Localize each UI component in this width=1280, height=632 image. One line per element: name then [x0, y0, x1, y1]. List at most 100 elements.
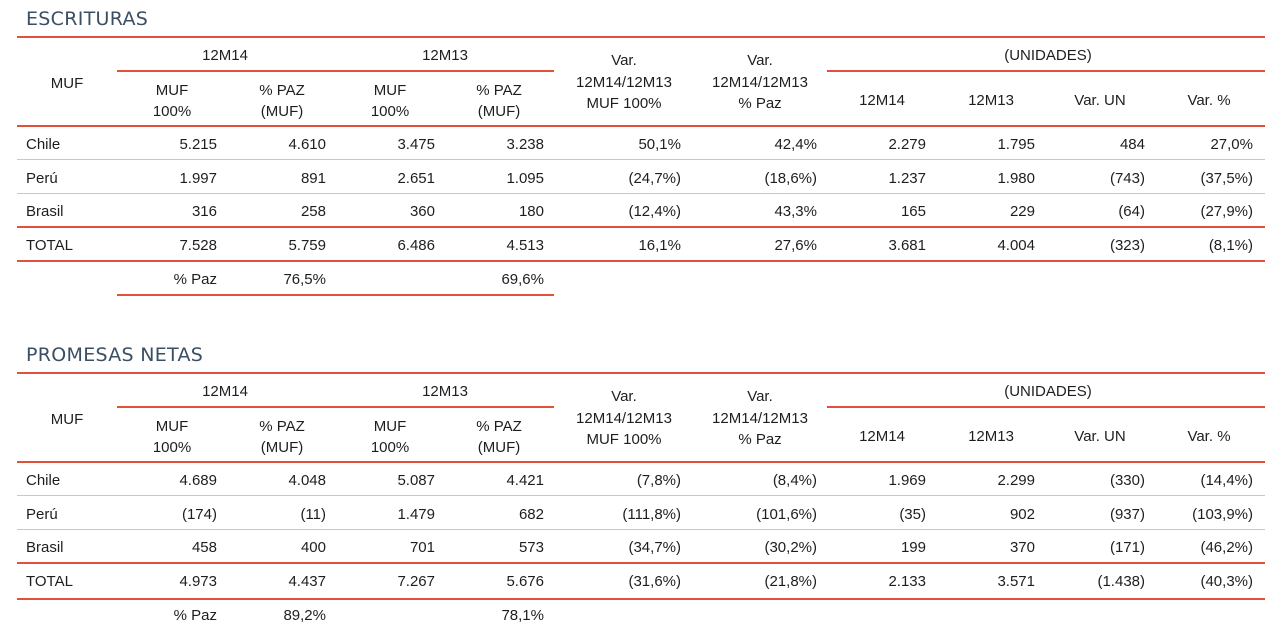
subheader-varun: Var. UN	[1074, 92, 1126, 109]
cell: 5.215	[179, 136, 217, 153]
cell: 6.486	[397, 237, 435, 254]
row-label: Brasil	[26, 203, 64, 220]
section-title: ESCRITURAS	[26, 8, 149, 30]
header-var-paz-l1: Var.	[747, 52, 773, 69]
cell: (21,8%)	[764, 573, 817, 590]
paz-12m14: 89,2%	[283, 607, 326, 624]
header-12m14: 12M14	[202, 383, 248, 400]
header-var-muf-l3: MUF 100%	[586, 431, 662, 448]
cell: (1.438)	[1097, 573, 1145, 590]
header-var-paz-l2: 12M14/12M13	[712, 410, 808, 427]
header-12m13: 12M13	[422, 47, 468, 64]
subheader-varpct: Var. %	[1187, 428, 1231, 445]
subheader-muf100b-l1: MUF	[373, 418, 407, 435]
header-var-paz-l3: % Paz	[738, 431, 782, 448]
cell: 42,4%	[774, 136, 817, 153]
row-divider	[17, 495, 1265, 496]
header-var-muf-l1: Var.	[611, 388, 637, 405]
group-rule-unidades	[827, 406, 1265, 408]
header-var-muf-l2: 12M14/12M13	[576, 74, 672, 91]
cell: (8,4%)	[772, 472, 817, 489]
cell: 3.475	[397, 136, 435, 153]
cell: (34,7%)	[628, 539, 681, 556]
cell: (31,6%)	[628, 573, 681, 590]
subheader-u12m13: 12M13	[968, 92, 1014, 109]
cell: 1.997	[179, 170, 217, 187]
cell: (14,4%)	[1200, 472, 1253, 489]
subheader-varpct: Var. %	[1187, 92, 1231, 109]
cell: 2.279	[888, 136, 926, 153]
total-label: TOTAL	[26, 237, 73, 254]
header-muf: MUF	[50, 411, 84, 428]
cell: (171)	[1109, 539, 1145, 556]
total-bottom-rule	[17, 598, 1265, 600]
subheader-muf100b-l2: 100%	[370, 103, 410, 120]
cell: 573	[518, 539, 544, 556]
cell: (64)	[1118, 203, 1145, 220]
cell: 4.004	[997, 237, 1035, 254]
cell: (330)	[1109, 472, 1145, 489]
cell: (18,6%)	[764, 170, 817, 187]
cell: 5.087	[397, 472, 435, 489]
cell: 2.133	[888, 573, 926, 590]
subheader-pazmuf-l2: (MUF)	[260, 103, 304, 120]
cell: 27,6%	[774, 237, 817, 254]
header-muf: MUF	[50, 75, 84, 92]
row-divider	[17, 529, 1265, 530]
cell: (101,6%)	[756, 506, 817, 523]
cell: 258	[300, 203, 326, 220]
subheader-pazmufb-l2: (MUF)	[477, 103, 521, 120]
header-12m14: 12M14	[202, 47, 248, 64]
subheader-pazmuf-l2: (MUF)	[260, 439, 304, 456]
subheader-u12m14: 12M14	[859, 428, 905, 445]
header-var-muf-l3: MUF 100%	[586, 95, 662, 112]
cell: 370	[1009, 539, 1035, 556]
row-label: Chile	[26, 472, 61, 489]
total-top-rule	[17, 226, 1265, 228]
group-rule-unidades	[827, 70, 1265, 72]
subheader-pazmuf-l1: % PAZ	[259, 82, 305, 99]
cell: 229	[1009, 203, 1035, 220]
cell: (24,7%)	[628, 170, 681, 187]
cell: (12,4%)	[628, 203, 681, 220]
cell: 4.513	[506, 237, 544, 254]
cell: 5.759	[288, 237, 326, 254]
header-var-paz-l3: % Paz	[738, 95, 782, 112]
subheader-muf100b-l1: MUF	[373, 82, 407, 99]
cell: 1.980	[997, 170, 1035, 187]
total-label: TOTAL	[26, 573, 73, 590]
cell: (103,9%)	[1192, 506, 1253, 523]
cell: 4.048	[288, 472, 326, 489]
subheader-pazmufb-l1: % PAZ	[476, 418, 522, 435]
cell: 902	[1009, 506, 1035, 523]
cell: 2.299	[997, 472, 1035, 489]
paz-12m13: 78,1%	[501, 607, 544, 624]
cell: 701	[409, 539, 435, 556]
section-title: PROMESAS NETAS	[26, 344, 204, 366]
cell: 27,0%	[1210, 136, 1253, 153]
cell: 7.528	[179, 237, 217, 254]
header-var-paz-l2: 12M14/12M13	[712, 74, 808, 91]
total-top-rule	[17, 562, 1265, 564]
paz-label: % Paz	[173, 271, 217, 288]
subheader-u12m14: 12M14	[859, 92, 905, 109]
subheader-muf100-l2: 100%	[152, 439, 192, 456]
cell: 3.681	[888, 237, 926, 254]
cell: 4.689	[179, 472, 217, 489]
cell: (8,1%)	[1208, 237, 1253, 254]
paz-12m13: 69,6%	[501, 271, 544, 288]
cell: 43,3%	[774, 203, 817, 220]
cell: 4.610	[288, 136, 326, 153]
cell: 4.421	[506, 472, 544, 489]
cell: 3.571	[997, 573, 1035, 590]
cell: (743)	[1109, 170, 1145, 187]
cell: 4.437	[288, 573, 326, 590]
cell: 2.651	[397, 170, 435, 187]
subheader-pazmuf-l1: % PAZ	[259, 418, 305, 435]
cell: (40,3%)	[1200, 573, 1253, 590]
cell: (111,8%)	[622, 506, 681, 523]
cell: 316	[191, 203, 217, 220]
cell: (7,8%)	[636, 472, 681, 489]
cell: 1.479	[397, 506, 435, 523]
cell: 3.238	[506, 136, 544, 153]
